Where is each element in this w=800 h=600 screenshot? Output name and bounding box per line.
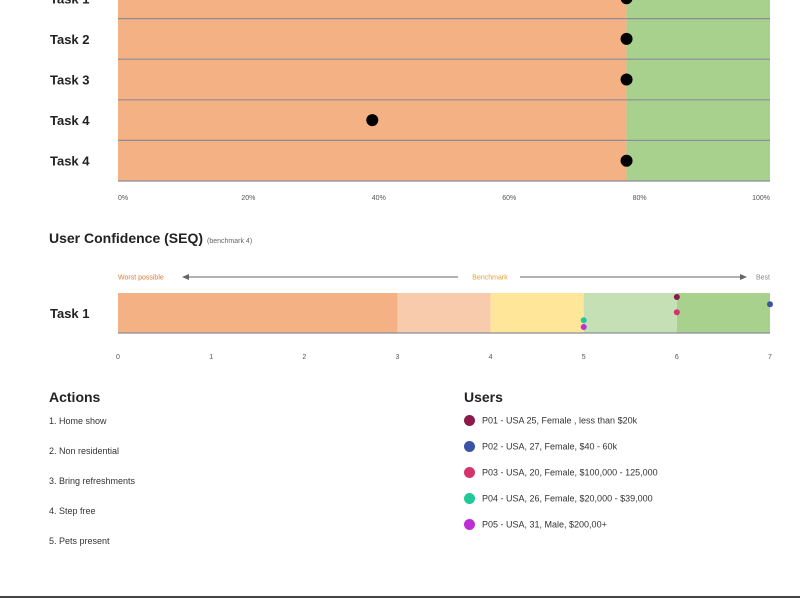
seq-chart: Worst possible Benchmark Best Task 1 0 1 2 3 4 5 6…	[50, 274, 773, 361]
action-item-1: 1. Home show	[49, 416, 107, 426]
row-label-task-1: Task 1	[50, 0, 90, 6]
row-label-task-4: Task 4	[50, 113, 90, 128]
seq-tick-label: 3	[395, 354, 399, 361]
row-label-task-5: Task 4	[50, 154, 90, 169]
completion-point-3	[620, 73, 633, 86]
action-item-2: 2. Non residential	[49, 446, 120, 456]
user-color-dot	[464, 441, 475, 453]
seq-band-3	[490, 293, 584, 333]
x-tick-label: 40%	[372, 195, 386, 202]
seq-tick-label: 7	[768, 354, 772, 361]
seq-point-p01	[673, 294, 680, 300]
seq-band-1	[118, 293, 398, 333]
x-tick-label: 0%	[118, 195, 128, 202]
scale-arrow-right-head	[740, 274, 747, 280]
user-item-p01: P01 - USA 25, Female , less than $20k	[464, 415, 637, 429]
scale-arrow-left-head	[182, 274, 189, 280]
completion-band-1	[118, 0, 627, 181]
seq-point-p04	[580, 317, 587, 324]
bottom-divider	[0, 596, 800, 598]
action-item-3: 3. Bring refreshments	[49, 476, 136, 486]
user-item-p05: P05 - USA, 31, Male, $200,00+	[464, 519, 607, 533]
seq-band-5	[676, 293, 770, 333]
user-color-dot	[464, 493, 475, 505]
seq-band-2	[397, 293, 491, 333]
seq-tick-label: 4	[489, 354, 493, 361]
user-item-p02: P02 - USA, 27, Female, $40 - 60k	[464, 441, 617, 455]
completion-point-4	[366, 114, 379, 127]
seq-tick-label: 0	[116, 354, 120, 361]
seq-title-text: User Confidence (SEQ)	[49, 230, 204, 246]
seq-point-p05	[580, 324, 587, 330]
user-color-dot	[464, 467, 475, 479]
completion-point-5	[620, 154, 633, 167]
scale-label-benchmark: Benchmark	[472, 275, 508, 282]
seq-tick-label: 5	[582, 354, 586, 361]
completion-point-1	[620, 0, 633, 5]
x-tick-label: 20%	[241, 195, 255, 202]
user-item-p03: P03 - USA, 20, Female, $100,000 - 125,00…	[464, 467, 658, 481]
seq-tick-label: 6	[675, 354, 679, 361]
x-tick-label: 60%	[502, 195, 516, 202]
seq-point-p02	[767, 301, 773, 308]
user-item-p04: P04 - USA, 26, Female, $20,000 - $39,000	[464, 493, 653, 507]
action-item-5: 5. Pets present	[49, 536, 110, 546]
users-title: Users	[464, 389, 503, 405]
user-label: P03 - USA, 20, Female, $100,000 - 125,00…	[482, 467, 658, 478]
user-label: P01 - USA 25, Female , less than $20k	[482, 415, 638, 426]
x-tick-label: 100%	[752, 195, 770, 202]
row-label-task-3: Task 3	[50, 73, 90, 88]
seq-benchmark-note: (benchmark 4)	[207, 238, 253, 245]
scale-label-best: Best	[756, 275, 770, 282]
task-completion-chart: Task 1 Task 2 Task 3 Task 4 Task 4 0% 20% 40% 60…	[50, 0, 770, 202]
seq-tick-label: 2	[302, 354, 306, 361]
user-label: P02 - USA, 27, Female, $40 - 60k	[482, 441, 618, 452]
completion-band-2	[626, 0, 770, 181]
seq-title: User Confidence (SEQ) (benchmark 4)	[49, 230, 252, 246]
row-label-task-2: Task 2	[50, 32, 90, 47]
user-color-dot	[464, 415, 475, 427]
seq-band-4	[583, 293, 677, 333]
actions-title: Actions	[49, 389, 101, 405]
seq-row-label-task-1: Task 1	[50, 306, 90, 321]
user-color-dot	[464, 519, 475, 531]
user-label: P04 - USA, 26, Female, $20,000 - $39,000	[482, 493, 653, 504]
scale-label-worst: Worst possible	[118, 275, 164, 282]
seq-tick-label: 1	[209, 354, 213, 361]
user-label: P05 - USA, 31, Male, $200,00+	[482, 519, 607, 530]
completion-point-2	[620, 32, 633, 45]
action-item-4: 4. Step free	[49, 506, 96, 516]
seq-point-p03	[673, 309, 680, 316]
x-tick-label: 80%	[633, 195, 647, 202]
